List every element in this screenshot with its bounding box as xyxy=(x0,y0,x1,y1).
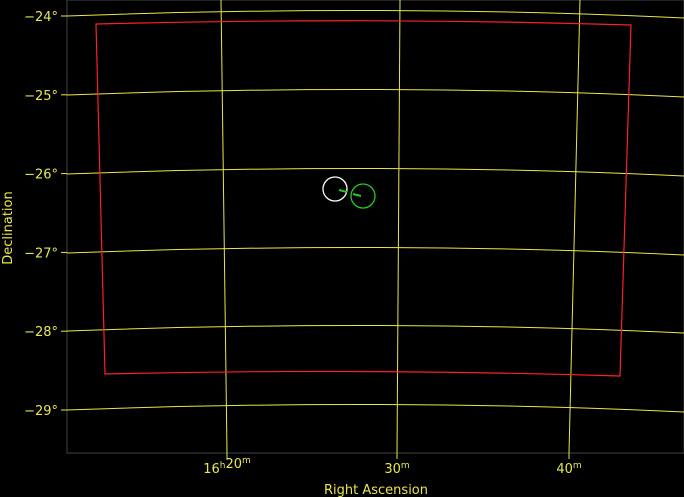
ra-tick-label: 30m xyxy=(384,461,409,477)
x-axis-label: Right Ascension xyxy=(324,483,428,497)
dec-gridline-24 xyxy=(66,9,684,19)
ra-tick-group: 16h20m 30m 40m xyxy=(203,453,582,477)
dec-tick-label: −25° xyxy=(24,89,58,104)
dec-tick-label: −28° xyxy=(24,325,58,340)
ra-tick-label: 16h20m xyxy=(203,456,251,477)
dec-gridline-29 xyxy=(66,403,684,413)
dec-gridline-26 xyxy=(66,167,684,177)
dec-tick-group: −24° −25° −26° −27° −28° −29° xyxy=(24,10,67,419)
green-vector-mark-2 xyxy=(352,193,362,197)
dec-gridline-25 xyxy=(66,88,684,98)
ra-gridline-40 xyxy=(568,0,581,454)
ra-tick-label: 40m xyxy=(556,461,581,477)
dec-tick-label: −26° xyxy=(24,168,58,183)
dec-tick-label: −29° xyxy=(24,404,58,419)
ra-gridline-30 xyxy=(396,0,401,454)
ra-grid xyxy=(220,0,581,454)
dec-grid xyxy=(66,9,684,413)
dec-gridline-27 xyxy=(66,246,684,256)
footprint-outline xyxy=(95,20,632,377)
dec-tick-label: −24° xyxy=(24,10,58,25)
dec-gridline-28 xyxy=(66,324,684,334)
white-target-circle[interactable] xyxy=(322,176,348,202)
plot-frame xyxy=(66,0,684,454)
green-vector-mark xyxy=(338,189,348,193)
y-axis-label: Declination xyxy=(1,191,16,265)
green-target-circle[interactable] xyxy=(350,183,376,209)
dec-tick-label: −27° xyxy=(24,246,58,261)
ra-gridline-20 xyxy=(220,0,228,454)
